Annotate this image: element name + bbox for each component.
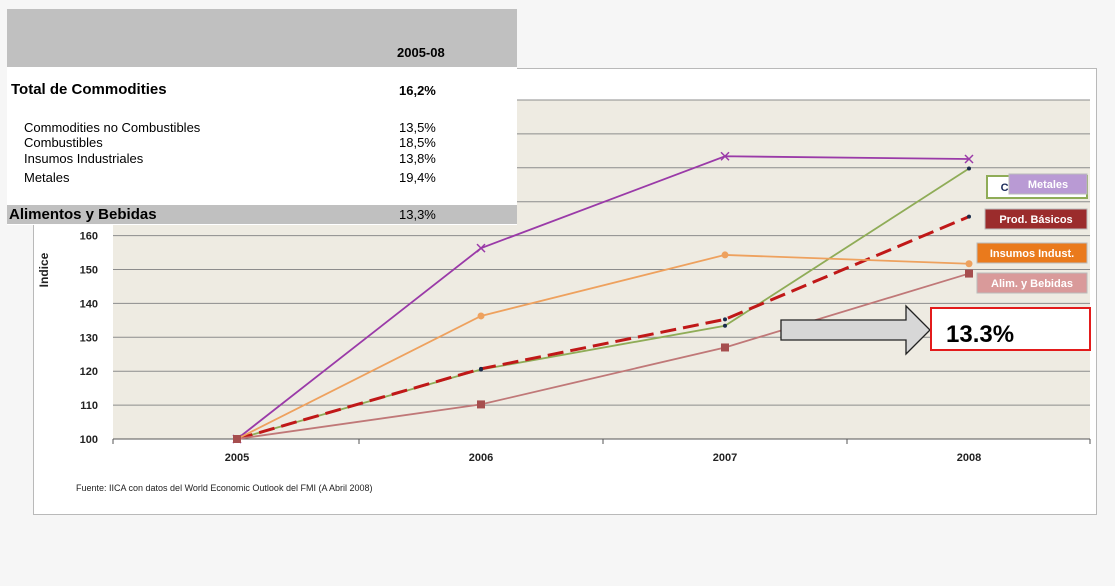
y-tick-label: 110 <box>80 400 98 412</box>
data-point <box>721 343 729 352</box>
y-tick-label: 140 <box>80 298 98 310</box>
row-label: Commodities no Combustibles <box>24 120 201 135</box>
row-value: 13,5% <box>399 120 436 135</box>
data-point <box>964 154 974 164</box>
source-note: Fuente: IICA con datos del World Economi… <box>76 483 372 493</box>
data-point <box>965 269 973 278</box>
series-line <box>236 254 970 440</box>
x-tick-label: 2008 <box>957 452 981 464</box>
summary-table: 2005-08 Total de Commodities 16,2% Commo… <box>7 9 517 225</box>
data-point <box>965 260 973 268</box>
table-period-header: 2005-08 <box>397 45 445 60</box>
y-tick-label: 120 <box>80 366 98 378</box>
data-point <box>967 214 971 219</box>
total-value: 16,2% <box>399 83 436 98</box>
data-point <box>476 243 486 253</box>
legend-box <box>976 272 1088 294</box>
total-label: Total de Commodities <box>11 81 167 98</box>
row-value: 18,5% <box>399 135 436 150</box>
legend-label: Prod. Básicos <box>999 214 1072 226</box>
table-header: 2005-08 <box>7 9 517 67</box>
series-line <box>236 155 970 440</box>
x-tick-label: 2007 <box>713 452 737 464</box>
row-value: 13,8% <box>399 151 436 166</box>
series-line <box>236 215 970 441</box>
y-tick-label: 130 <box>80 332 98 344</box>
data-point <box>477 312 485 320</box>
data-point <box>479 366 483 371</box>
series-line <box>236 272 970 440</box>
data-point <box>720 151 730 161</box>
data-point <box>233 435 241 443</box>
row-label: Insumos Industriales <box>24 151 144 166</box>
callout-arrow <box>780 304 931 356</box>
data-point <box>721 251 729 259</box>
data-point <box>967 166 971 171</box>
legend-box <box>1008 173 1088 195</box>
callout-box <box>930 307 1091 351</box>
legend-label: Metales <box>1028 179 1068 191</box>
row-label: Combustibles <box>24 135 103 150</box>
x-tick-label: 2006 <box>469 452 493 464</box>
data-point <box>723 317 727 322</box>
legend-box <box>976 242 1088 264</box>
y-axis-label: Indice <box>37 252 51 287</box>
y-tick-label: 160 <box>80 231 98 243</box>
data-point <box>477 400 485 409</box>
legend-label: Insumos Indust. <box>990 248 1074 260</box>
row-value: 19,4% <box>399 170 436 185</box>
footer-label: Alimentos y Bebidas <box>9 206 157 223</box>
row-label: Metales <box>24 170 70 185</box>
legend-box <box>984 208 1088 230</box>
callout-text: 13.3% <box>946 321 1014 348</box>
legend-label: Alim. y Bebidas <box>991 278 1073 290</box>
x-tick-label: 2005 <box>225 452 249 464</box>
y-tick-label: 150 <box>80 265 98 277</box>
y-tick-label: 100 <box>80 434 98 446</box>
data-point <box>723 323 727 328</box>
footer-value: 13,3% <box>399 207 436 222</box>
table-footer-row: Alimentos y Bebidas 13,3% <box>7 205 517 224</box>
